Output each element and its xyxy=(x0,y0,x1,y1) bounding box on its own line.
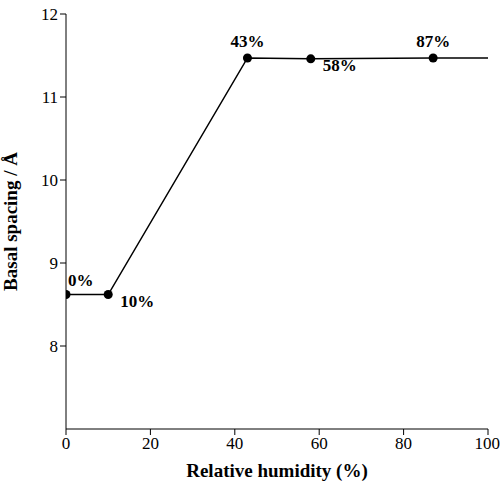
svg-text:12: 12 xyxy=(41,5,58,24)
svg-text:40: 40 xyxy=(226,434,243,453)
svg-text:58%: 58% xyxy=(323,56,357,75)
svg-text:0: 0 xyxy=(62,434,71,453)
svg-text:20: 20 xyxy=(142,434,159,453)
svg-text:Basal spacing / Å: Basal spacing / Å xyxy=(0,152,21,291)
svg-text:60: 60 xyxy=(311,434,328,453)
svg-text:100: 100 xyxy=(475,434,500,453)
svg-text:9: 9 xyxy=(50,254,59,273)
svg-text:8: 8 xyxy=(50,337,59,356)
svg-text:10%: 10% xyxy=(120,292,154,311)
svg-text:11: 11 xyxy=(42,88,58,107)
svg-text:0%: 0% xyxy=(68,271,94,290)
svg-text:43%: 43% xyxy=(230,32,264,51)
svg-text:87%: 87% xyxy=(416,32,450,51)
svg-text:Relative humidity (%): Relative humidity (%) xyxy=(186,460,368,482)
svg-text:80: 80 xyxy=(395,434,412,453)
svg-text:10: 10 xyxy=(41,171,58,190)
